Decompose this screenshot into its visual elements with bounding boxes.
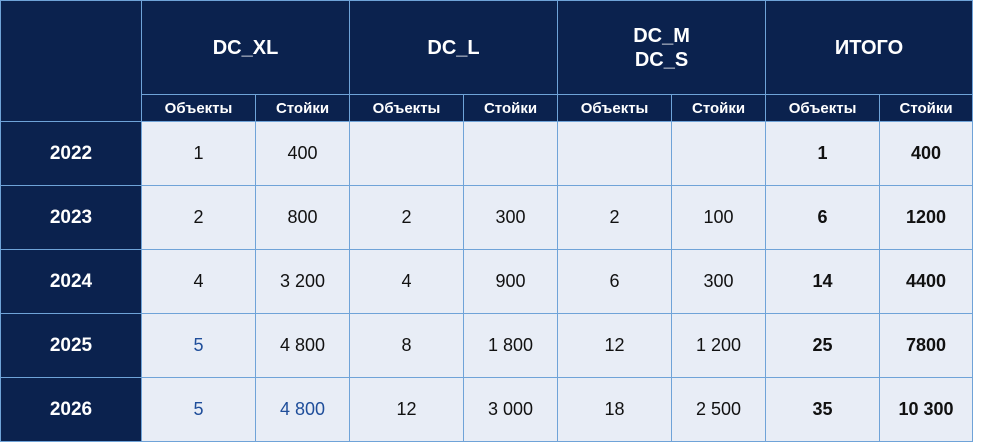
value-cell: [349, 121, 465, 186]
group-header-dc-m-s: DC_M DC_S: [557, 0, 767, 95]
subheader-racks: Стойки: [671, 94, 767, 122]
group-header-dc-l: DC_L: [349, 0, 559, 95]
value-cell: 1 200: [671, 313, 767, 378]
table-row: 2022 1 400 1 400: [0, 121, 974, 186]
value-cell: 800: [254, 185, 351, 250]
group-header-total: ИТОГО: [765, 0, 974, 95]
value-cell: 12: [349, 377, 465, 442]
subheader-racks: Стойки: [254, 94, 351, 122]
value-cell: 900: [463, 249, 559, 314]
value-cell: 1: [141, 121, 256, 186]
group-header-line: DC_S: [634, 48, 689, 71]
corner-cell: [0, 0, 142, 122]
subheader-racks: Стойки: [463, 94, 559, 122]
value-cell: 4: [349, 249, 465, 314]
value-cell: 300: [463, 185, 559, 250]
value-cell: 5: [141, 377, 256, 442]
table-row: 2023 2 800 2 300 2 100 6 1200: [0, 185, 974, 250]
value-cell: 4400: [879, 249, 974, 314]
value-cell: 3 000: [463, 377, 559, 442]
subheader-objects: Объекты: [765, 94, 881, 122]
value-cell: 10 300: [879, 377, 974, 442]
value-cell: 4: [141, 249, 256, 314]
value-cell: [463, 121, 559, 186]
value-cell: 1 800: [463, 313, 559, 378]
value-cell: 6: [765, 185, 881, 250]
value-cell: 4 800: [254, 313, 351, 378]
value-cell: 1200: [879, 185, 974, 250]
value-cell: 2: [349, 185, 465, 250]
year-cell: 2023: [0, 185, 142, 250]
value-cell: [671, 121, 767, 186]
year-cell: 2025: [0, 313, 142, 378]
value-cell: [557, 121, 673, 186]
value-cell: 25: [765, 313, 881, 378]
subheader-objects: Объекты: [141, 94, 256, 122]
value-cell: 35: [765, 377, 881, 442]
value-cell: 2: [141, 185, 256, 250]
value-cell: 6: [557, 249, 673, 314]
year-cell: 2026: [0, 377, 142, 442]
value-cell: 12: [557, 313, 673, 378]
group-header-dc-xl: DC_XL: [140, 0, 351, 95]
value-cell: 5: [141, 313, 256, 378]
table-row: 2025 5 4 800 8 1 800 12 1 200 25 7800: [0, 313, 974, 378]
year-cell: 2022: [0, 121, 142, 186]
value-cell: 4 800: [254, 377, 351, 442]
value-cell: 2: [557, 185, 673, 250]
value-cell: 14: [765, 249, 881, 314]
group-header-line: DC_M: [633, 24, 690, 47]
value-cell: 400: [254, 121, 351, 186]
year-cell: 2024: [0, 249, 142, 314]
subheader-objects: Объекты: [557, 94, 673, 122]
value-cell: 400: [879, 121, 974, 186]
value-cell: 3 200: [254, 249, 351, 314]
table-row: 2024 4 3 200 4 900 6 300 14 4400: [0, 249, 974, 314]
subheader-racks: Стойки: [879, 94, 974, 122]
value-cell: 8: [349, 313, 465, 378]
subheader-objects: Объекты: [349, 94, 465, 122]
value-cell: 1: [765, 121, 881, 186]
table-row: 2026 5 4 800 12 3 000 18 2 500 35 10 300: [0, 377, 974, 442]
value-cell: 18: [557, 377, 673, 442]
value-cell: 300: [671, 249, 767, 314]
value-cell: 7800: [879, 313, 974, 378]
value-cell: 100: [671, 185, 767, 250]
value-cell: 2 500: [671, 377, 767, 442]
